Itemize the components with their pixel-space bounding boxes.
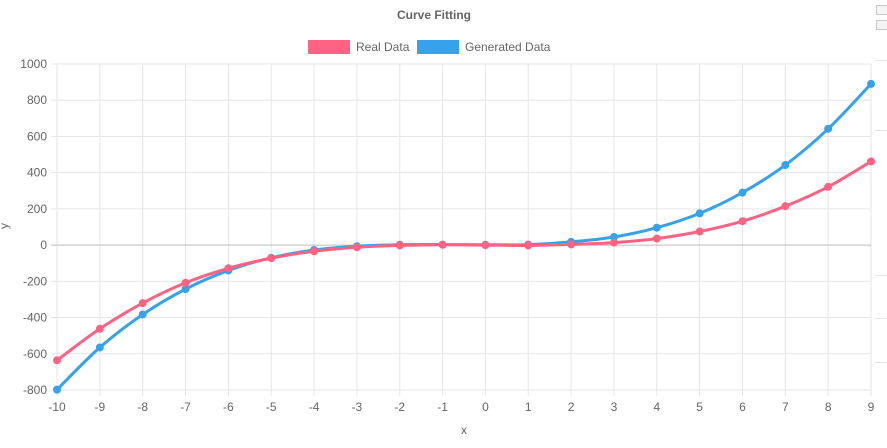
x-tick-label: -3	[352, 400, 363, 414]
x-tick-label: -8	[137, 400, 148, 414]
edge-divider	[875, 130, 887, 131]
data-point-real-data[interactable]	[867, 157, 875, 166]
data-point-generated-data[interactable]	[95, 343, 104, 352]
data-point-real-data[interactable]	[824, 182, 833, 191]
y-tick-label: 200	[27, 202, 47, 216]
series-layer	[53, 79, 875, 394]
x-tick-label: -5	[266, 400, 277, 414]
x-tick-label: 2	[568, 400, 575, 414]
y-tick-label: -800	[23, 383, 47, 397]
edge-fragment	[876, 5, 887, 15]
legend-item-generated-data[interactable]: Generated Data	[417, 40, 551, 54]
series-real-data	[53, 157, 875, 365]
x-tick-label: 3	[611, 400, 618, 414]
edge-divider	[875, 275, 887, 276]
x-tick-label: 4	[653, 400, 660, 414]
x-tick-label: -1	[437, 400, 448, 414]
grid-layer	[51, 63, 872, 396]
data-point-generated-data[interactable]	[53, 385, 61, 394]
data-point-real-data[interactable]	[95, 324, 104, 333]
data-point-generated-data[interactable]	[652, 223, 661, 232]
x-tick-label: 8	[825, 400, 832, 414]
x-tick-label: 5	[696, 400, 703, 414]
y-axis-title: y	[0, 223, 11, 229]
y-tick-label: -600	[23, 347, 47, 361]
y-tick-label: -200	[23, 274, 47, 288]
data-point-real-data[interactable]	[481, 241, 490, 250]
data-point-real-data[interactable]	[695, 227, 704, 236]
x-tick-label: 0	[482, 400, 489, 414]
x-tick-label: -4	[309, 400, 320, 414]
data-point-generated-data[interactable]	[695, 209, 704, 218]
data-point-generated-data[interactable]	[824, 124, 833, 133]
y-tick-label: -400	[23, 311, 47, 325]
edge-divider	[875, 60, 887, 61]
y-tick-label: 1000	[20, 57, 47, 71]
legend-label: Generated Data	[465, 40, 551, 54]
legend[interactable]: Real Data Generated Data	[308, 40, 551, 54]
data-point-real-data[interactable]	[524, 241, 533, 250]
series-generated-data	[53, 79, 875, 394]
y-tick-label: 800	[27, 93, 47, 107]
data-point-generated-data[interactable]	[781, 161, 790, 170]
data-point-generated-data[interactable]	[738, 188, 747, 197]
x-tick-label: -9	[95, 400, 106, 414]
legend-swatch	[308, 40, 350, 54]
data-point-real-data[interactable]	[567, 240, 576, 249]
data-point-real-data[interactable]	[352, 243, 361, 252]
data-point-generated-data[interactable]	[138, 310, 147, 319]
data-point-real-data[interactable]	[652, 234, 661, 243]
data-point-generated-data[interactable]	[867, 79, 875, 88]
legend-swatch	[417, 40, 459, 54]
series-line-real-data	[56, 160, 872, 362]
y-tick-label: 0	[40, 238, 47, 252]
data-point-real-data[interactable]	[781, 202, 790, 211]
edge-fragment	[876, 20, 887, 30]
x-tick-label: -7	[180, 400, 191, 414]
data-point-real-data[interactable]	[395, 241, 404, 250]
legend-label: Real Data	[356, 40, 410, 54]
data-point-real-data[interactable]	[738, 217, 747, 226]
x-axis-title: x	[461, 423, 467, 437]
x-tick-label: -10	[48, 400, 66, 414]
x-tick-label: 1	[525, 400, 532, 414]
data-point-real-data[interactable]	[310, 247, 319, 256]
data-point-real-data[interactable]	[224, 264, 233, 273]
data-point-real-data[interactable]	[609, 238, 618, 247]
edge-divider	[875, 318, 887, 319]
chart-title: Curve Fitting	[397, 8, 471, 22]
edge-divider	[875, 362, 887, 363]
data-point-real-data[interactable]	[438, 240, 447, 249]
data-point-real-data[interactable]	[181, 278, 190, 287]
x-tick-label: -2	[394, 400, 405, 414]
x-tick-label: -6	[223, 400, 234, 414]
data-point-real-data[interactable]	[53, 356, 61, 365]
series-line-generated-data	[55, 82, 873, 391]
x-tick-label: 6	[739, 400, 746, 414]
x-tick-label: 7	[782, 400, 789, 414]
data-point-real-data[interactable]	[267, 254, 276, 263]
x-tick-label: 9	[868, 400, 875, 414]
y-tick-label: 600	[27, 129, 47, 143]
legend-item-real-data[interactable]: Real Data	[308, 40, 410, 54]
data-point-real-data[interactable]	[138, 299, 147, 308]
y-tick-label: 400	[27, 166, 47, 180]
